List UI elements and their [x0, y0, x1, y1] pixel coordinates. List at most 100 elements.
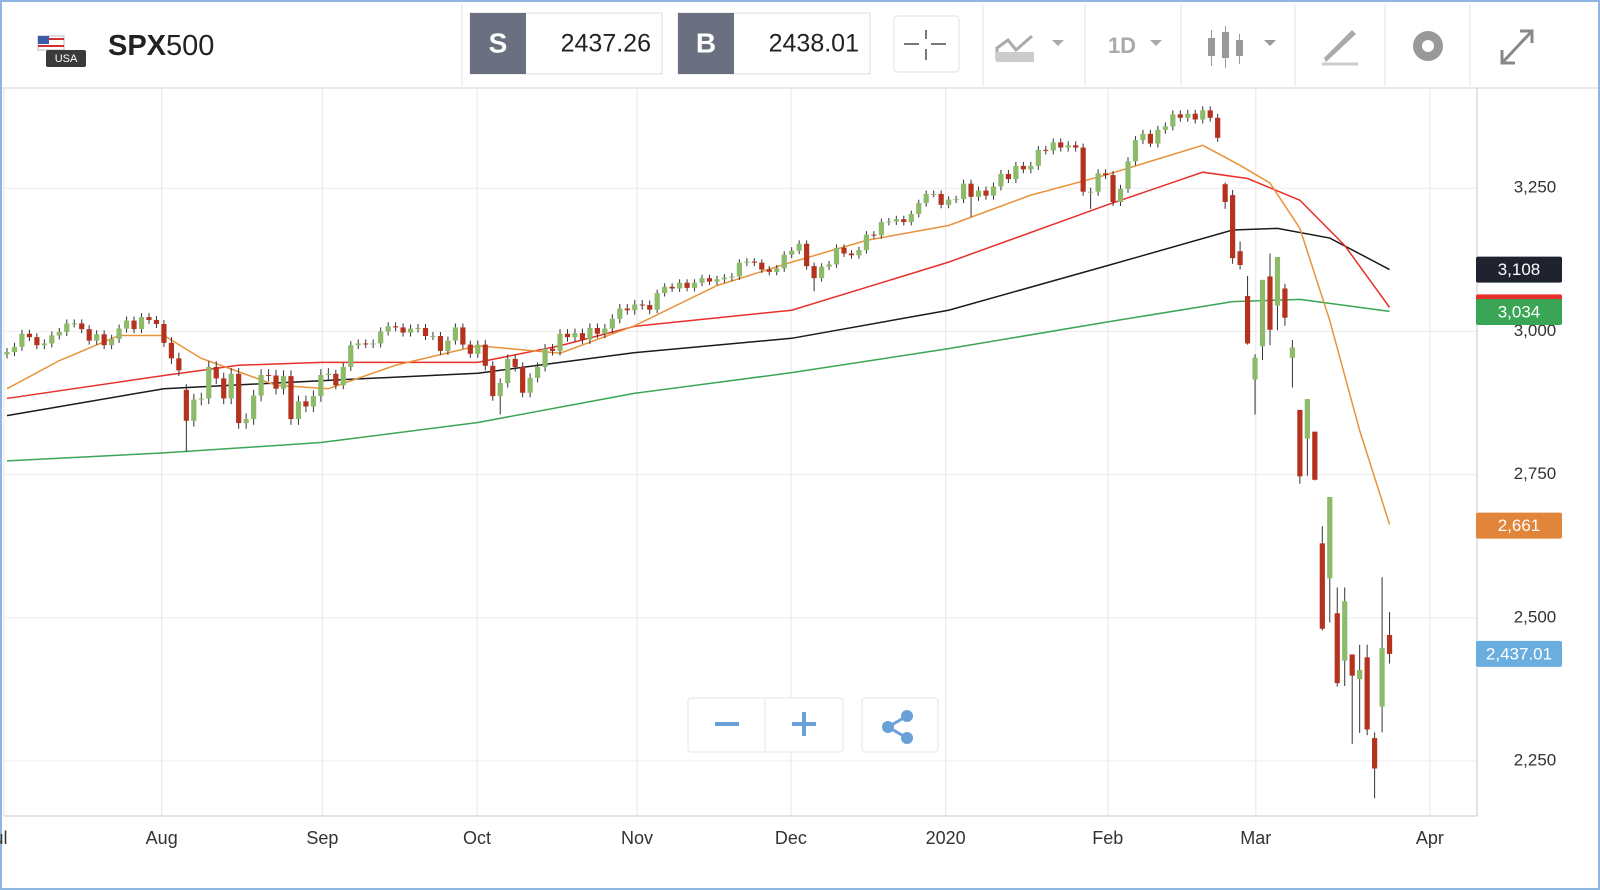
candle-body — [1102, 173, 1109, 176]
candle-body — [706, 278, 713, 282]
candle-body — [1192, 113, 1198, 120]
candle-body — [310, 396, 316, 407]
interval-button[interactable]: 1D — [1108, 33, 1136, 58]
candle-body — [49, 335, 55, 344]
candle-body — [833, 247, 840, 265]
candle-body — [669, 286, 675, 289]
candle-body — [564, 333, 571, 338]
candle-body — [893, 219, 899, 222]
candle-body — [1028, 165, 1034, 170]
candle-body — [1035, 149, 1041, 166]
x-tick-label: Oct — [463, 828, 491, 848]
draw-button[interactable] — [1322, 30, 1358, 66]
candle-body — [871, 234, 877, 236]
candle-body — [714, 279, 720, 282]
candle-body — [273, 375, 279, 389]
candle-body — [938, 193, 944, 205]
candle-body — [116, 328, 122, 339]
candle-body — [1357, 669, 1363, 680]
candle-body — [333, 373, 339, 386]
candle-body — [953, 199, 959, 201]
candle-body — [198, 398, 204, 400]
settings-button[interactable] — [1413, 31, 1443, 61]
candle-body — [1319, 543, 1325, 629]
candle-body — [774, 268, 780, 272]
candle-body — [407, 328, 414, 333]
share-button[interactable] — [861, 697, 939, 753]
crosshair-button[interactable] — [893, 15, 960, 73]
zoom-in-button[interactable] — [792, 712, 816, 736]
candle-body — [437, 336, 444, 351]
candle-body — [340, 366, 346, 386]
candle-body — [654, 293, 660, 310]
candle-type-button[interactable] — [1208, 26, 1276, 68]
candle-body — [1073, 145, 1079, 148]
buy-tag[interactable] — [678, 13, 734, 74]
candle-body — [729, 276, 735, 278]
candle-body — [759, 262, 765, 270]
candle-body — [1058, 142, 1064, 148]
candle-body — [1140, 133, 1146, 141]
candle-body — [1267, 276, 1273, 330]
candle-body — [676, 282, 683, 289]
candle-body — [19, 333, 25, 347]
candle-body — [609, 318, 615, 329]
sell-tag[interactable] — [470, 13, 526, 74]
candle-body — [460, 327, 466, 345]
candle-body — [251, 395, 257, 420]
candle-body — [378, 331, 384, 344]
x-tick-label: Dec — [775, 828, 807, 848]
fullscreen-button[interactable] — [1500, 29, 1534, 65]
candle-body — [1147, 133, 1154, 144]
candle-body — [960, 183, 967, 200]
y-tick-label: 2,250 — [1514, 750, 1557, 769]
candle-body — [886, 221, 892, 223]
candle-body — [56, 332, 62, 336]
sell-price: 2437.26 — [561, 30, 651, 58]
candle-body — [1065, 145, 1071, 148]
price-badge-label: 3,108 — [1498, 260, 1541, 279]
candle-body — [901, 219, 907, 223]
candle-body — [1207, 110, 1213, 118]
candle-body — [64, 323, 70, 333]
candle-body — [804, 243, 810, 267]
candle-body — [1222, 184, 1228, 202]
candle-body — [818, 266, 825, 279]
candle-body — [1297, 409, 1303, 477]
candle-body — [1117, 188, 1124, 202]
y-tick-label: 2,750 — [1514, 464, 1557, 483]
candle-body — [4, 352, 10, 355]
candle-body — [400, 327, 406, 333]
x-tick-label: Aug — [146, 828, 178, 848]
candle-body — [153, 319, 160, 324]
candle-body — [931, 193, 937, 195]
candle-body — [1282, 288, 1288, 318]
candle-body — [490, 365, 496, 397]
chart-type-button[interactable] — [995, 34, 1064, 62]
candle-body — [587, 327, 593, 340]
candle-body — [138, 317, 145, 330]
candle-body — [1162, 126, 1168, 130]
candle-body — [998, 173, 1004, 187]
candle-body — [467, 344, 473, 354]
candle-body — [602, 328, 608, 334]
candle-body — [579, 333, 586, 340]
candle-body — [1020, 165, 1026, 170]
candle-body — [1252, 357, 1258, 380]
candle-body — [1125, 161, 1131, 189]
candle-body — [841, 247, 847, 254]
candle-body — [684, 282, 690, 288]
y-tick-label: 3,000 — [1514, 321, 1557, 340]
y-tick-label: 2,500 — [1514, 607, 1557, 626]
flag-label: USA — [55, 53, 78, 65]
candle-body — [243, 419, 249, 424]
candle-body — [766, 269, 772, 272]
candle-body — [1080, 147, 1086, 192]
candle-body — [624, 308, 630, 311]
candle-body — [221, 378, 227, 399]
candle-body — [647, 305, 653, 310]
candle-body — [228, 373, 234, 399]
candle-body — [796, 243, 802, 251]
